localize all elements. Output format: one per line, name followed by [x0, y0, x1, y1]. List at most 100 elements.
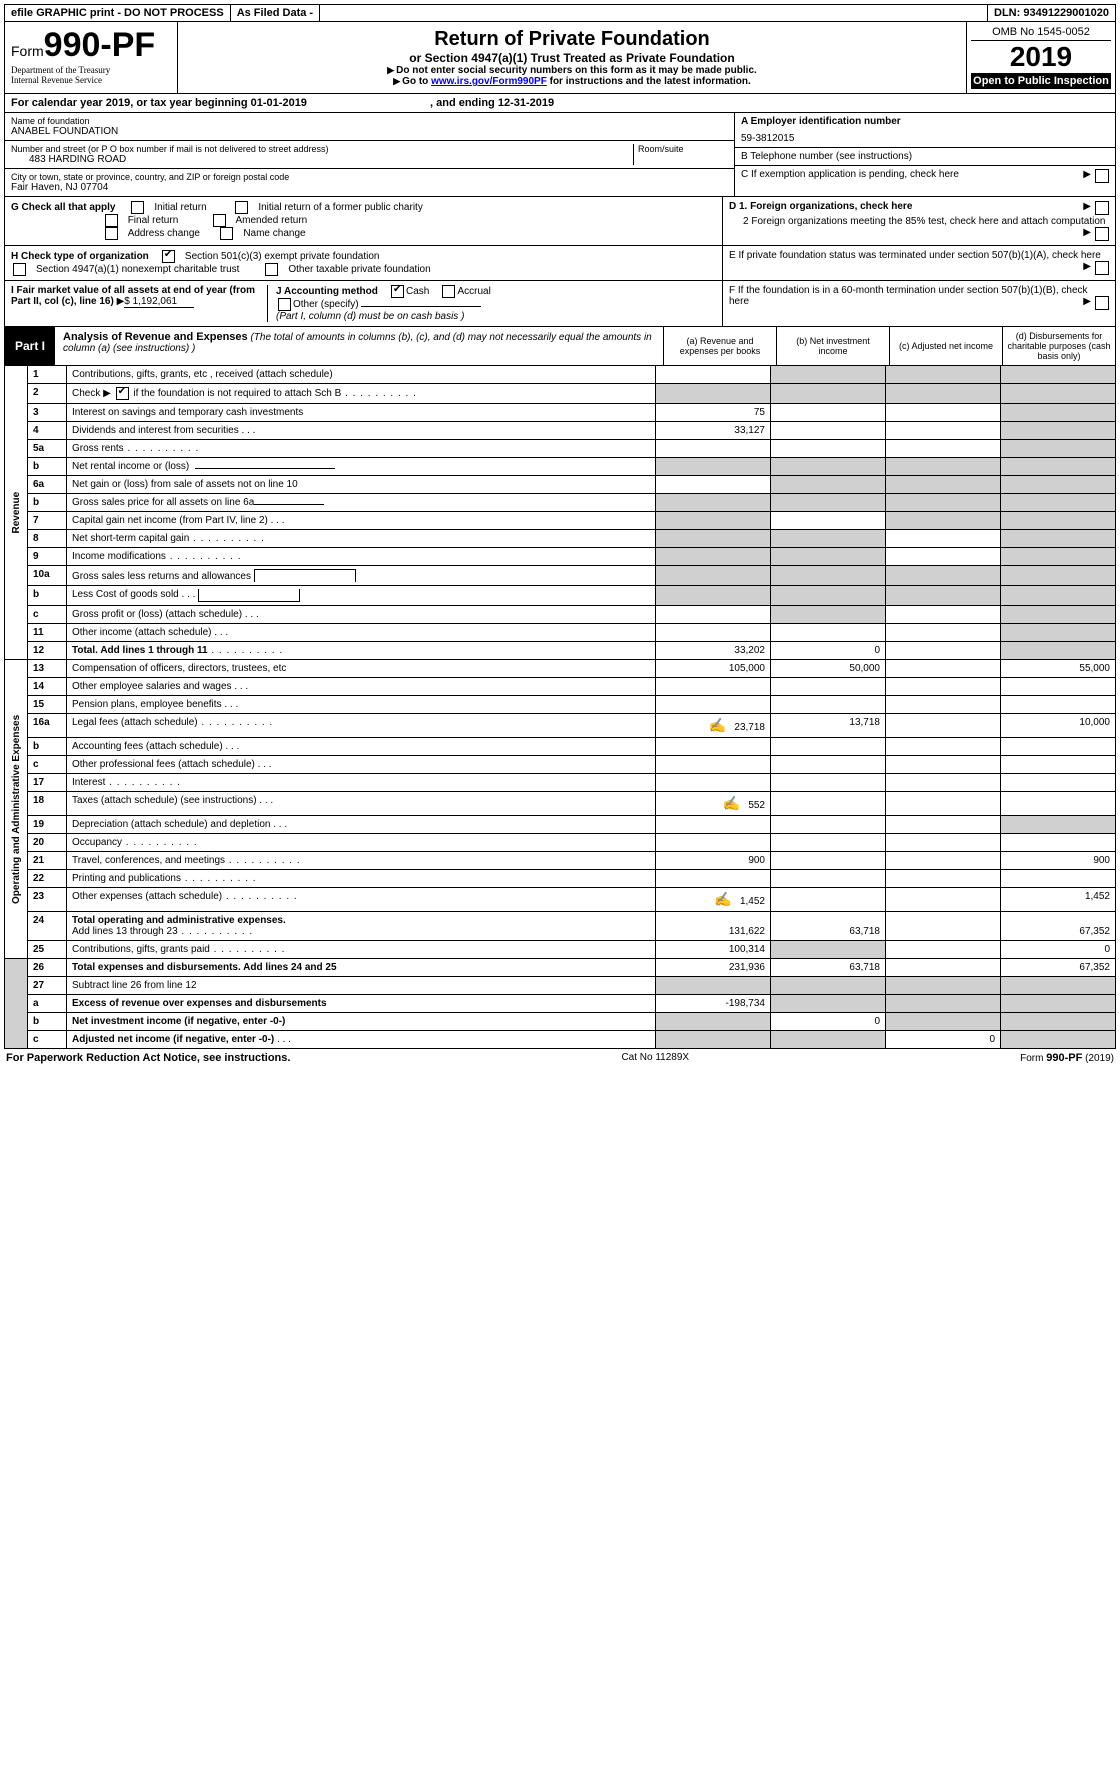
table-row: cGross profit or (loss) (attach schedule…	[5, 606, 1116, 624]
part1-table: Revenue 1 Contributions, gifts, grants, …	[4, 366, 1116, 1049]
h-501c3-checkbox[interactable]	[162, 250, 175, 263]
col-d-hdr: (d) Disbursements for charitable purpose…	[1002, 327, 1115, 365]
attach-icon[interactable]: ✍	[714, 891, 731, 907]
table-row: 15Pension plans, employee benefits	[5, 696, 1116, 714]
table-row: Revenue 1 Contributions, gifts, grants, …	[5, 366, 1116, 384]
city-label: City or town, state or province, country…	[11, 172, 728, 182]
efile-notice: efile GRAPHIC print - DO NOT PROCESS	[5, 5, 231, 21]
c-checkbox[interactable]	[1095, 169, 1109, 183]
goto-hint: Go to www.irs.gov/Form990PF for instruct…	[184, 76, 960, 87]
table-row: 5aGross rents	[5, 440, 1116, 458]
d1-checkbox[interactable]	[1095, 201, 1109, 215]
j-other-checkbox[interactable]	[278, 298, 291, 311]
ein-value: 59-3812015	[741, 127, 1109, 144]
section-ij-f: I Fair market value of all assets at end…	[4, 281, 1116, 327]
attach-icon[interactable]: ✍	[723, 795, 740, 811]
form-title: Return of Private Foundation	[184, 28, 960, 51]
table-row: bAccounting fees (attach schedule)	[5, 738, 1116, 756]
j-label: J Accounting method	[276, 286, 378, 297]
part1-header: Part I Analysis of Revenue and Expenses …	[4, 327, 1116, 366]
attach-icon[interactable]: ✍	[709, 717, 726, 733]
as-filed: As Filed Data -	[231, 5, 320, 21]
table-row: 26Total expenses and disbursements. Add …	[5, 959, 1116, 977]
table-row: bNet rental income or (loss)	[5, 458, 1116, 476]
c-label: C If exemption application is pending, c…	[741, 169, 959, 180]
form-number: 990-PF	[44, 26, 156, 64]
g-initial-return-checkbox[interactable]	[131, 201, 144, 214]
table-row: 3Interest on savings and temporary cash …	[5, 404, 1116, 422]
table-row: 20Occupancy	[5, 834, 1116, 852]
ein-label: A Employer identification number	[741, 116, 901, 127]
part1-label: Part I	[5, 327, 55, 365]
footer-left: For Paperwork Reduction Act Notice, see …	[6, 1052, 290, 1064]
page-footer: For Paperwork Reduction Act Notice, see …	[4, 1049, 1116, 1064]
table-row: 14Other employee salaries and wages	[5, 678, 1116, 696]
table-row: 2 Check ▶ if the foundation is not requi…	[5, 384, 1116, 404]
i-value: $ 1,192,061	[124, 296, 194, 308]
open-public: Open to Public Inspection	[971, 73, 1111, 89]
street-address: 483 HARDING ROAD	[11, 154, 633, 165]
g-label: G Check all that apply	[11, 202, 115, 213]
table-row: 4Dividends and interest from securities3…	[5, 422, 1116, 440]
footer-mid: Cat No 11289X	[621, 1052, 689, 1064]
table-row: Operating and Administrative Expenses 13…	[5, 660, 1116, 678]
g-amended-checkbox[interactable]	[213, 214, 226, 227]
table-row: cAdjusted net income (if negative, enter…	[5, 1031, 1116, 1049]
table-row: 10aGross sales less returns and allowanc…	[5, 566, 1116, 586]
d2-checkbox[interactable]	[1095, 227, 1109, 241]
table-row: 18Taxes (attach schedule) (see instructi…	[5, 792, 1116, 816]
addr-label: Number and street (or P O box number if …	[11, 144, 633, 154]
table-row: 11Other income (attach schedule)	[5, 624, 1116, 642]
table-row: cOther professional fees (attach schedul…	[5, 756, 1116, 774]
section-h-e: H Check type of organization Section 501…	[4, 246, 1116, 281]
g-final-return-checkbox[interactable]	[105, 214, 118, 227]
footer-right: Form 990-PF (2019)	[1020, 1052, 1114, 1064]
expenses-sidelabel: Operating and Administrative Expenses	[5, 660, 28, 959]
g-address-change-checkbox[interactable]	[105, 227, 118, 240]
name-label: Name of foundation	[11, 116, 728, 126]
e-checkbox[interactable]	[1095, 261, 1109, 275]
calendar-year-row: For calendar year 2019, or tax year begi…	[4, 94, 1116, 113]
table-row: bGross sales price for all assets on lin…	[5, 494, 1116, 512]
table-row: 23Other expenses (attach schedule)✍ 1,45…	[5, 888, 1116, 912]
table-row: 9Income modifications	[5, 548, 1116, 566]
d1-label: D 1. Foreign organizations, check here	[729, 201, 912, 212]
schb-checkbox[interactable]	[116, 387, 129, 400]
g-name-change-checkbox[interactable]	[220, 227, 233, 240]
col-a-hdr: (a) Revenue and expenses per books	[663, 327, 776, 365]
tel-label: B Telephone number (see instructions)	[735, 148, 1115, 166]
table-row: 17Interest	[5, 774, 1116, 792]
h-other-checkbox[interactable]	[265, 263, 278, 276]
table-row: 21Travel, conferences, and meetings90090…	[5, 852, 1116, 870]
col-b-hdr: (b) Net investment income	[776, 327, 889, 365]
table-row: 16aLegal fees (attach schedule)✍ 23,7181…	[5, 714, 1116, 738]
table-row: 25Contributions, gifts, grants paid100,3…	[5, 941, 1116, 959]
dln: DLN: 93491229001020	[988, 5, 1115, 21]
table-row: bLess Cost of goods sold	[5, 586, 1116, 606]
omb-no: OMB No 1545-0052	[971, 26, 1111, 41]
table-row: aExcess of revenue over expenses and dis…	[5, 995, 1116, 1013]
j-accrual-checkbox[interactable]	[442, 285, 455, 298]
irs-link[interactable]: www.irs.gov/Form990PF	[431, 76, 547, 87]
table-row: 8Net short-term capital gain	[5, 530, 1116, 548]
h-4947-checkbox[interactable]	[13, 263, 26, 276]
revenue-sidelabel: Revenue	[5, 366, 28, 660]
table-row: 7Capital gain net income (from Part IV, …	[5, 512, 1116, 530]
section-g-d: G Check all that apply Initial return In…	[4, 197, 1116, 246]
dept-line-2: Internal Revenue Service	[11, 75, 171, 85]
g-initial-former-checkbox[interactable]	[235, 201, 248, 214]
f-label: F If the foundation is in a 60-month ter…	[729, 285, 1088, 307]
table-row: 22Printing and publications	[5, 870, 1116, 888]
f-checkbox[interactable]	[1095, 296, 1109, 310]
part1-title: Analysis of Revenue and Expenses	[63, 331, 248, 343]
foundation-name: ANABEL FOUNDATION	[11, 126, 728, 137]
form-subtitle: or Section 4947(a)(1) Trust Treated as P…	[184, 51, 960, 65]
table-row: 6aNet gain or (loss) from sale of assets…	[5, 476, 1116, 494]
city-value: Fair Haven, NJ 07704	[11, 182, 728, 193]
j-cash-checkbox[interactable]	[391, 285, 404, 298]
col-c-hdr: (c) Adjusted net income	[889, 327, 1002, 365]
d2-label: 2 Foreign organizations meeting the 85% …	[743, 216, 1105, 227]
table-row: bNet investment income (if negative, ent…	[5, 1013, 1116, 1031]
table-row: 19Depreciation (attach schedule) and dep…	[5, 816, 1116, 834]
table-row: 27Subtract line 26 from line 12	[5, 977, 1116, 995]
